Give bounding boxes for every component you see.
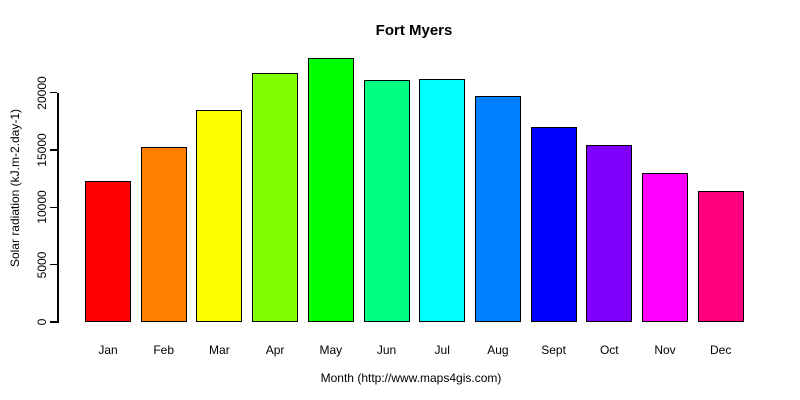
x-axis-label-jul: Jul xyxy=(434,343,450,357)
bar-dec xyxy=(697,191,744,322)
bar-apr xyxy=(252,73,299,322)
x-axis-label-jan: Jan xyxy=(98,343,118,357)
bar-jul xyxy=(419,78,466,322)
y-axis-tick-label: 5000 xyxy=(35,251,49,278)
bar-nov xyxy=(642,172,688,322)
y-axis-tick-label: 10000 xyxy=(35,190,49,224)
bar-may xyxy=(307,58,354,322)
bar-sept xyxy=(530,127,577,322)
bar-oct xyxy=(586,145,633,322)
x-axis-title: Month (http://www.maps4gis.com) xyxy=(320,371,502,385)
x-axis-label-feb: Feb xyxy=(153,343,175,357)
bar-jan xyxy=(85,180,131,322)
bar-jun xyxy=(363,79,410,322)
y-axis-tick xyxy=(50,149,57,151)
x-axis-label-may: May xyxy=(319,343,343,357)
y-axis-tick xyxy=(50,91,57,94)
bar-feb xyxy=(140,146,187,322)
y-axis-tick xyxy=(50,321,57,323)
x-axis-label-sept: Sept xyxy=(541,343,566,357)
y-axis-tick xyxy=(50,263,57,266)
x-axis-label-nov: Nov xyxy=(654,343,676,357)
y-axis-title: Solar radiation (kJ.m-2.day-1) xyxy=(8,108,22,268)
y-axis-tick-label: 15000 xyxy=(35,133,49,167)
y-axis-tick xyxy=(50,206,57,209)
y-axis-line xyxy=(57,92,59,324)
x-axis-label-apr: Apr xyxy=(265,343,285,357)
y-axis-tick-label: 0 xyxy=(35,318,49,326)
x-axis-label-jun: Jun xyxy=(376,343,397,357)
x-axis-label-dec: Dec xyxy=(710,343,732,357)
bar-aug xyxy=(474,96,521,322)
x-axis-label-mar: Mar xyxy=(209,343,230,357)
x-axis-label-oct: Oct xyxy=(599,343,619,357)
bar-mar xyxy=(196,109,243,322)
y-axis-tick-label: 20000 xyxy=(35,75,49,110)
chart-title: Fort Myers xyxy=(375,22,453,39)
x-axis-label-aug: Aug xyxy=(487,343,509,357)
